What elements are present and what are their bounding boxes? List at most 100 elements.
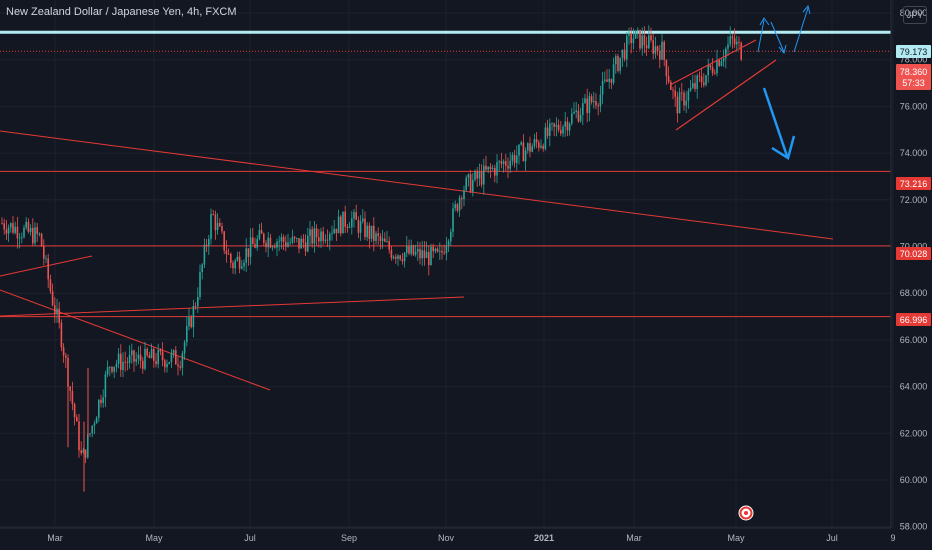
candle-body [694, 83, 696, 89]
candle-body [34, 227, 36, 244]
candle-body [700, 76, 703, 83]
candle-body [516, 155, 518, 164]
candle-body [524, 150, 527, 162]
candle-body [716, 59, 718, 74]
candle-body [571, 113, 573, 124]
candle-body [678, 92, 681, 114]
candle-body [588, 96, 591, 114]
candle-body [54, 305, 56, 314]
candle-body [518, 144, 520, 156]
price-tags: 79.173 78.360 57:33 73.216 70.028 66.996 [896, 45, 931, 326]
candle-body [436, 248, 439, 252]
candle-body [155, 360, 157, 365]
candle-body [480, 171, 483, 185]
candle-body [342, 211, 344, 234]
candle-body [377, 233, 379, 237]
candle-body [5, 229, 8, 234]
candle-body [56, 308, 58, 314]
candle-body [263, 233, 265, 243]
candle-body [267, 237, 269, 248]
candle-body [100, 399, 102, 403]
candle-body [417, 248, 419, 252]
candle-body [89, 433, 91, 435]
candle-body [139, 354, 142, 361]
candle-body [718, 59, 720, 66]
candle-body [408, 246, 410, 254]
drawings [669, 4, 811, 160]
candle-body [584, 98, 586, 104]
candle-body [628, 33, 630, 36]
candle-body [648, 35, 650, 49]
candle-body [280, 237, 283, 242]
price-axis[interactable]: 58.000 60.000 62.000 64.000 66.000 68.000 70.0… [900, 8, 928, 532]
candle-body [113, 366, 115, 372]
candle-body [445, 245, 448, 254]
candle-body [428, 251, 430, 266]
scenario-up-arrow-1 [757, 19, 765, 53]
bar-countdown-label: 57:33 [902, 78, 925, 88]
candle-body [467, 174, 470, 178]
candle-body [326, 239, 329, 241]
candle-body [168, 362, 170, 364]
candle-body [60, 322, 63, 348]
candle-body [245, 248, 247, 263]
candle-body [65, 355, 67, 358]
candle-body [16, 226, 19, 239]
candle-body [630, 33, 632, 44]
candle-body [615, 56, 617, 65]
candle-body [172, 350, 175, 354]
candle-body [84, 449, 87, 458]
scenario-down-arrow-head [771, 135, 796, 160]
candle-body [230, 254, 232, 263]
candle-body [49, 279, 52, 292]
candle-body [192, 305, 195, 328]
candle-body [555, 124, 558, 127]
candle-body [258, 230, 261, 239]
candle-body [674, 90, 676, 97]
level-3-label: 66.996 [900, 315, 928, 325]
time-axis[interactable]: Mar May Jul Sep Nov 2021 Mar May Jul 9 [47, 533, 895, 543]
candle-body [439, 250, 441, 252]
candle-body [529, 143, 531, 152]
candle-body [494, 167, 496, 176]
candle-body [370, 225, 373, 239]
candle-body [87, 434, 89, 458]
candle-body [95, 417, 98, 424]
candle-body [291, 236, 294, 243]
candle-body [593, 101, 595, 103]
candle-body [573, 111, 575, 114]
candle-body [527, 143, 529, 151]
tradingview-logo-icon[interactable] [738, 505, 754, 521]
candle-body [386, 241, 388, 243]
candle-body [406, 246, 408, 253]
candle-body [241, 266, 243, 269]
candle-body [36, 227, 38, 234]
level-tag-3: 66.996 [896, 313, 931, 326]
candle-body [626, 35, 628, 60]
candle-body [197, 297, 199, 307]
candle-body [472, 179, 474, 192]
candle-body [476, 171, 478, 179]
resistance-tag: 79.173 [896, 45, 931, 58]
candle-body [414, 251, 417, 255]
candle-body [199, 271, 201, 298]
currency-button[interactable]: JPY [903, 6, 927, 24]
candle-body [621, 49, 624, 58]
candle-body [590, 96, 593, 103]
current-price-tag: 78.360 57:33 [896, 64, 931, 90]
candle-body [102, 397, 104, 403]
candle-body [91, 425, 93, 434]
y-tick-label: 68.000 [900, 288, 928, 298]
candle-body [126, 362, 129, 364]
candle-body [164, 360, 166, 368]
x-tick-label: 9 [890, 533, 895, 543]
candle-body [452, 208, 454, 232]
candle-body [289, 242, 291, 244]
candle-body [359, 221, 362, 233]
candle-body [661, 41, 663, 60]
candle-body [208, 238, 210, 247]
candle-body [540, 145, 542, 148]
candle-body [146, 348, 148, 356]
candle-body [282, 237, 285, 242]
